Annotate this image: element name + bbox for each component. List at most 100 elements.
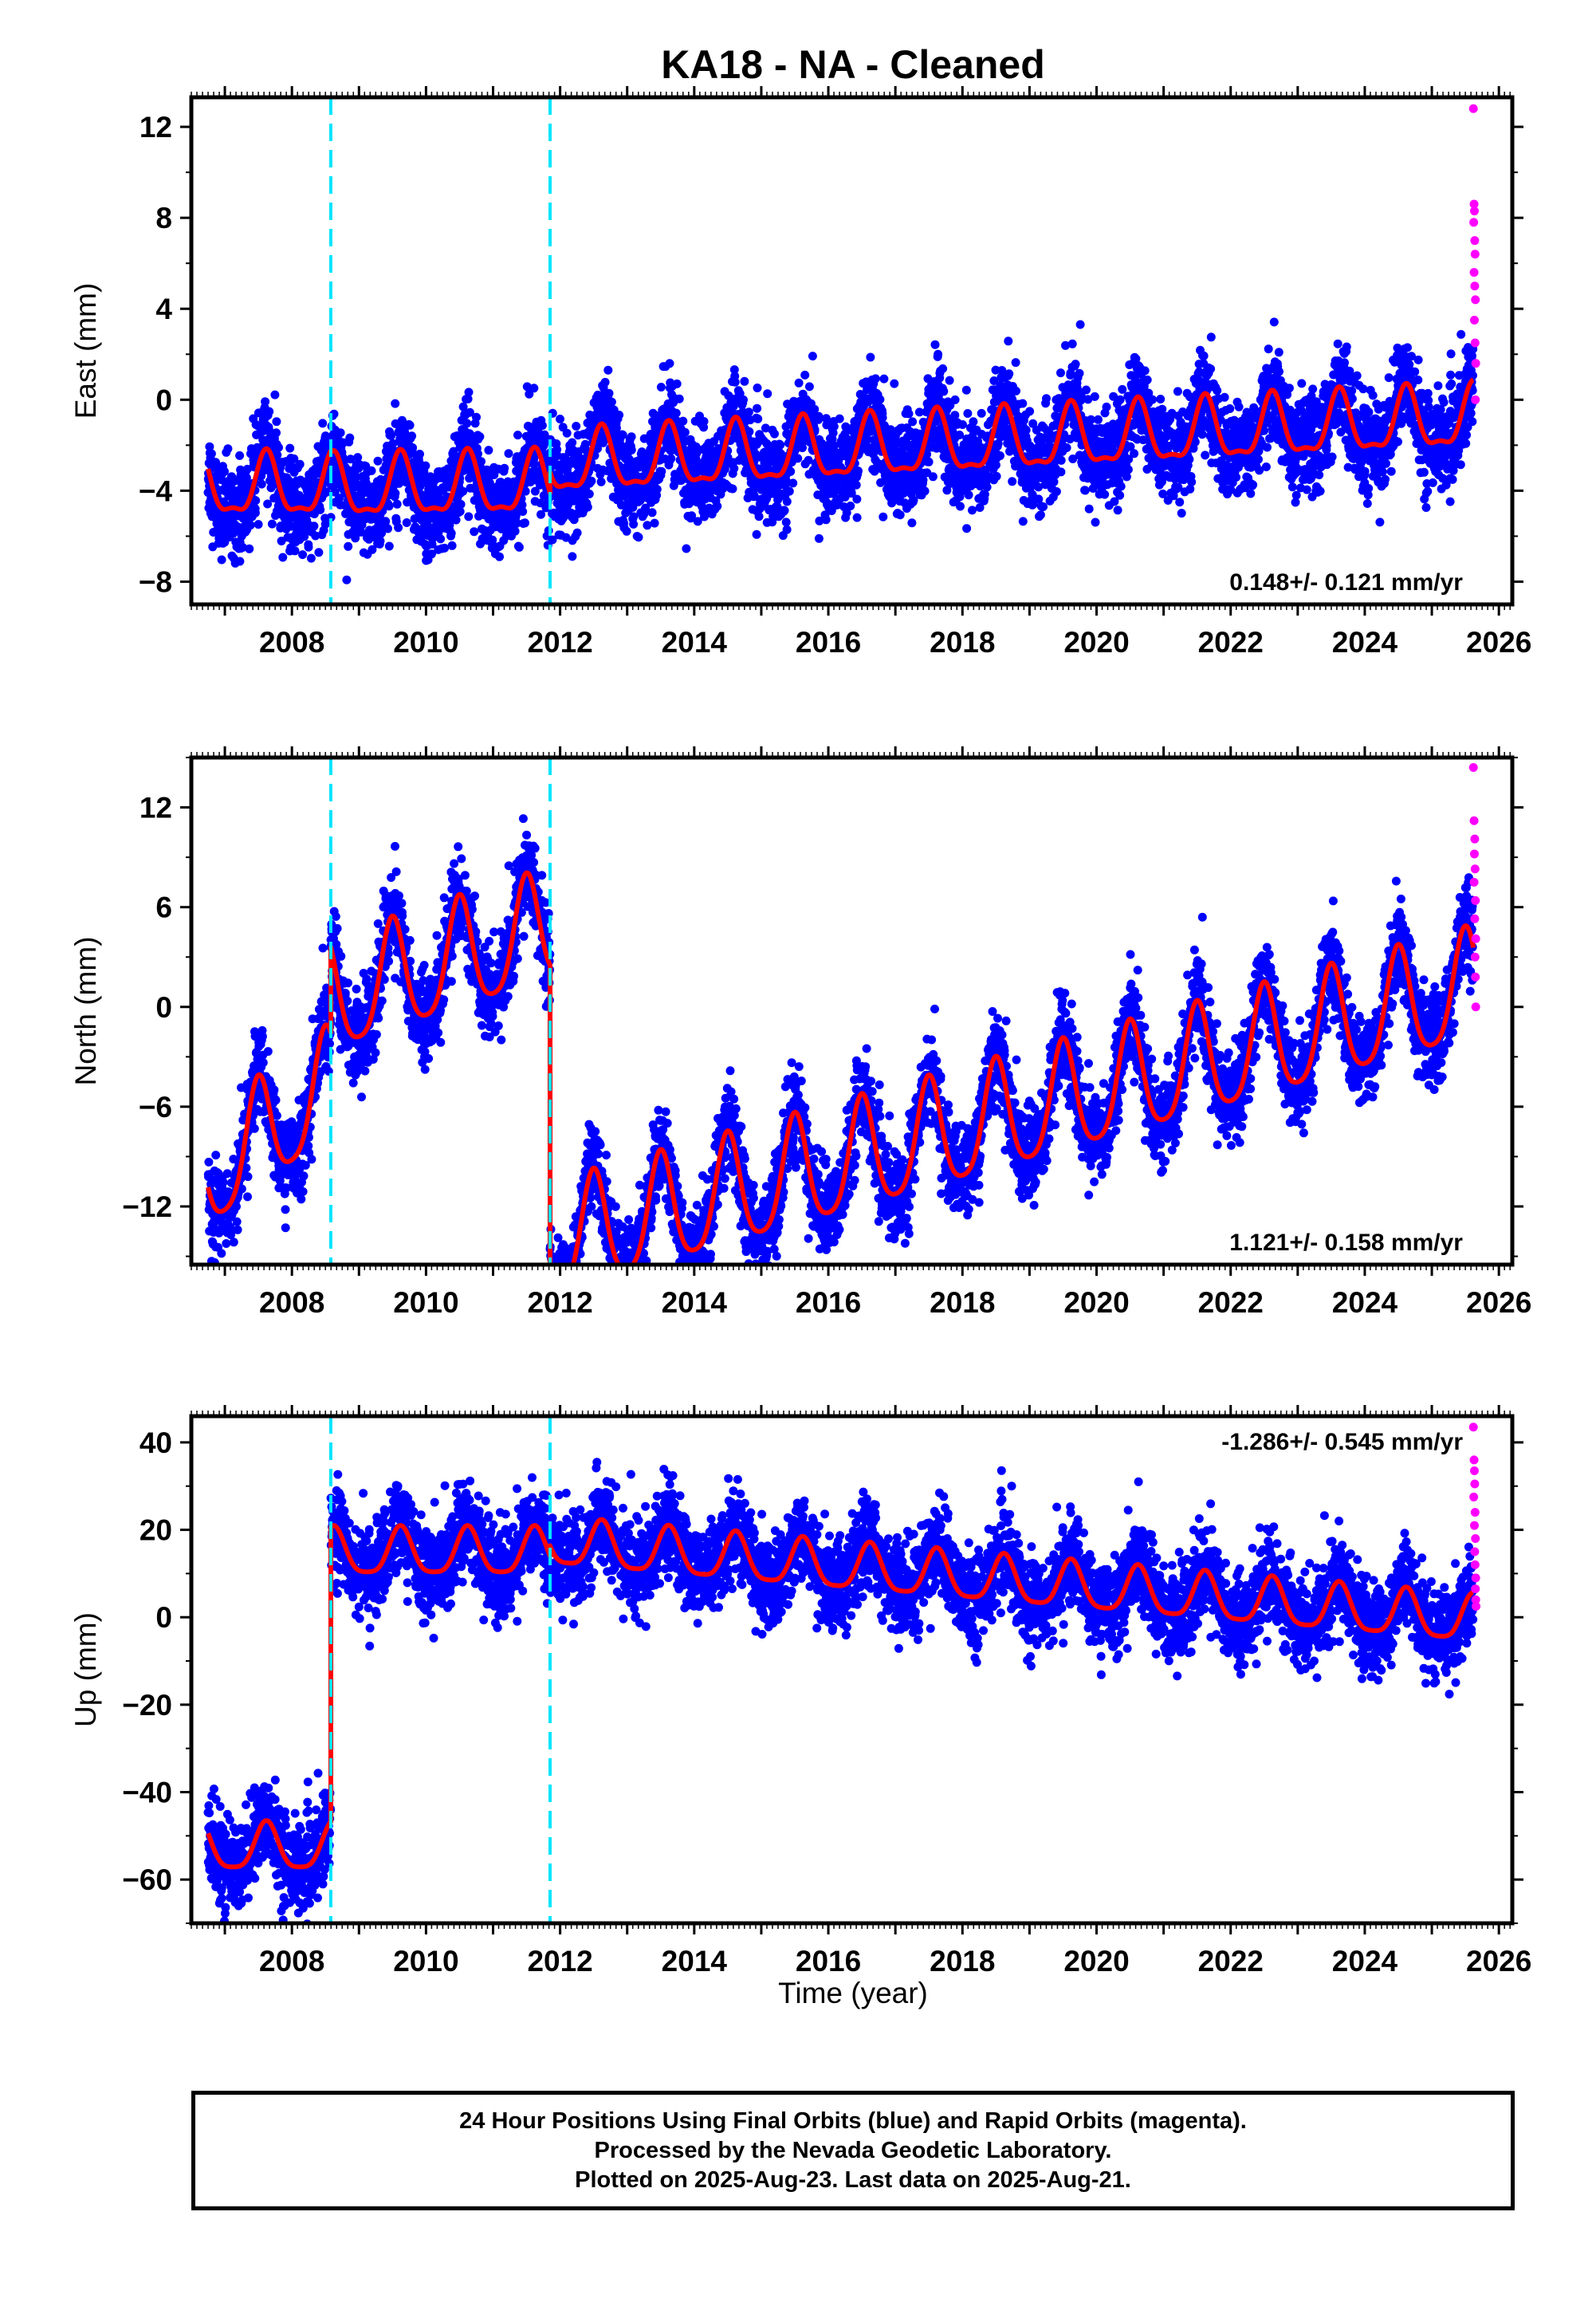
rapid-orbit-point xyxy=(1470,1508,1480,1517)
rapid-orbit-point xyxy=(1470,1547,1480,1556)
north-panel: −12 −6 0 6 12 2008 2010 2012 2014 2016 2018 2020 202… xyxy=(69,746,1531,1319)
y-axis-label: East (mm) xyxy=(69,283,102,419)
y-tick-label: 12 xyxy=(140,792,172,824)
rapid-orbit-point xyxy=(1469,199,1479,209)
rapid-orbit-point xyxy=(1471,934,1480,943)
rapid-orbit-point xyxy=(1469,268,1479,277)
y-tick-label: 40 xyxy=(140,1427,172,1459)
rapid-orbit-point xyxy=(1470,914,1480,923)
y-tick-label: 20 xyxy=(140,1514,172,1547)
rapid-orbit-point xyxy=(1469,207,1479,216)
north-plot-area xyxy=(203,758,1480,1265)
rapid-orbit-point xyxy=(1469,1521,1479,1530)
y-tick-label: 12 xyxy=(140,111,172,144)
rapid-orbit-point xyxy=(1468,763,1478,773)
x-tick-label: 2024 xyxy=(1332,626,1398,659)
x-tick-label: 2010 xyxy=(393,1945,458,1978)
rapid-orbit-point xyxy=(1468,1423,1478,1432)
rapid-orbit-point xyxy=(1468,104,1478,113)
x-tick-label: 2026 xyxy=(1466,1286,1531,1319)
rapid-orbit-point xyxy=(1471,395,1480,404)
rapid-orbit-point xyxy=(1469,1455,1479,1465)
rapid-orbit-point xyxy=(1469,849,1479,859)
final-orbit-dots xyxy=(203,814,1477,1265)
model-fit-line xyxy=(206,1517,1476,1870)
rapid-orbit-point xyxy=(1470,281,1480,291)
x-tick-label: 2022 xyxy=(1198,1286,1264,1319)
y-tick-label: 0 xyxy=(155,991,172,1024)
footer-line-2: Processed by the Nevada Geodetic Laborat… xyxy=(594,2137,1112,2163)
y-tick-label: −8 xyxy=(139,565,172,598)
x-tick-label: 2020 xyxy=(1063,626,1129,659)
rapid-orbit-point xyxy=(1472,1602,1481,1611)
rapid-orbit-point xyxy=(1470,250,1480,259)
rapid-orbit-point xyxy=(1471,295,1480,305)
east-plot-area xyxy=(203,97,1480,604)
up-panel: −60 −40 −20 0 20 40 2008 2010 2012 2014 2016 2018 20… xyxy=(69,1405,1531,1978)
y-tick-label: 6 xyxy=(155,891,172,924)
rapid-orbit-point xyxy=(1469,315,1479,325)
rate-annotation: 0.148+/- 0.121 mm/yr xyxy=(1229,569,1463,596)
footer-line-3: Plotted on 2025-Aug-23. Last data on 202… xyxy=(575,2166,1131,2193)
x-tick-label: 2024 xyxy=(1332,1286,1398,1319)
x-tick-label: 2008 xyxy=(259,1286,324,1319)
x-tick-label: 2024 xyxy=(1332,1945,1398,1978)
rapid-orbit-point xyxy=(1471,1584,1480,1594)
x-tick-label: 2022 xyxy=(1198,626,1264,659)
x-tick-label: 2018 xyxy=(930,1286,995,1319)
x-tick-label: 2026 xyxy=(1466,626,1531,659)
up-plot-area xyxy=(203,1416,1481,1923)
x-tick-label: 2012 xyxy=(527,626,592,659)
x-tick-label: 2026 xyxy=(1466,1945,1531,1978)
y-tick-label: −40 xyxy=(122,1777,172,1809)
x-tick-label: 2010 xyxy=(393,1286,458,1319)
y-axis-label: Up (mm) xyxy=(69,1612,102,1727)
x-tick-label: 2014 xyxy=(662,1945,728,1978)
y-tick-label: 4 xyxy=(155,293,172,325)
chart-title: KA18 - NA - Cleaned xyxy=(661,42,1045,87)
rapid-orbit-point xyxy=(1471,1534,1480,1544)
x-tick-label: 2016 xyxy=(796,1945,861,1978)
x-tick-label: 2014 xyxy=(662,1286,728,1319)
rapid-orbit-point xyxy=(1470,864,1480,874)
final-orbit-points xyxy=(203,1458,1478,1923)
y-tick-label: −4 xyxy=(139,474,173,507)
x-tick-label: 2010 xyxy=(393,626,458,659)
y-tick-label: 8 xyxy=(155,202,172,234)
rapid-orbit-point xyxy=(1470,834,1480,844)
y-tick-label: 0 xyxy=(155,384,172,416)
y-tick-label: −12 xyxy=(122,1190,172,1223)
rapid-orbit-point xyxy=(1469,218,1479,227)
plot-frame xyxy=(189,755,1515,1267)
rate-annotation: 1.121+/- 0.158 mm/yr xyxy=(1229,1230,1463,1256)
y-tick-label: −6 xyxy=(139,1091,172,1124)
x-tick-label: 2008 xyxy=(259,626,324,659)
footer-box: 24 Hour Positions Using Final Orbits (bl… xyxy=(191,2091,1515,2210)
rapid-orbit-point xyxy=(1470,1479,1480,1489)
x-tick-label: 2018 xyxy=(930,1945,995,1978)
rapid-orbit-point xyxy=(1471,359,1480,368)
x-tick-label: 2020 xyxy=(1063,1945,1129,1978)
rapid-orbit-point xyxy=(1471,1595,1480,1604)
footer-line-1: 24 Hour Positions Using Final Orbits (bl… xyxy=(459,2107,1247,2134)
x-tick-label: 2008 xyxy=(259,1945,324,1978)
rapid-orbit-point xyxy=(1470,338,1480,348)
plot-frame xyxy=(189,95,1515,607)
model-fit-line xyxy=(206,870,1476,1265)
y-tick-label: −60 xyxy=(122,1863,172,1896)
x-tick-label: 2016 xyxy=(796,626,861,659)
model-fit-line xyxy=(206,377,1476,514)
x-tick-label: 2012 xyxy=(527,1286,592,1319)
x-axis-label: Time (year) xyxy=(778,1977,928,2009)
rapid-orbit-point xyxy=(1469,816,1479,825)
x-tick-label: 2018 xyxy=(930,626,995,659)
x-tick-label: 2022 xyxy=(1198,1945,1264,1978)
final-orbit-points xyxy=(203,814,1477,1265)
x-tick-label: 2020 xyxy=(1063,1286,1129,1319)
plot-frame xyxy=(189,1414,1515,1926)
rapid-orbit-point xyxy=(1469,877,1479,887)
east-panel: −8 −4 0 4 8 12 2008 2010 2012 2014 2016 2018 2020 202… xyxy=(69,86,1531,659)
rapid-orbit-point xyxy=(1471,1002,1480,1012)
rapid-orbit-point xyxy=(1469,1466,1479,1476)
